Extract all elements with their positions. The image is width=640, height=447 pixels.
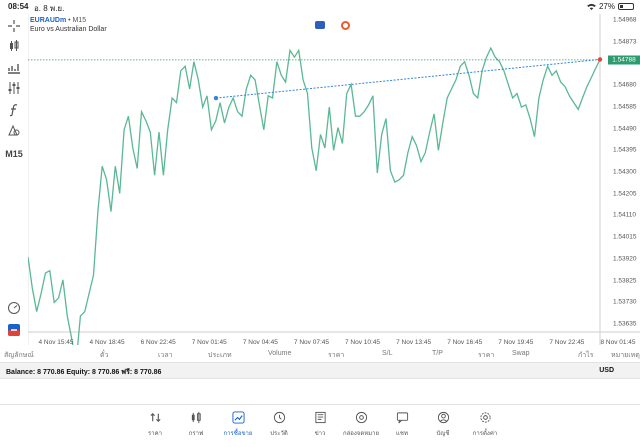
nav-item[interactable]: ข่าว bbox=[300, 409, 340, 438]
symbol-timeframe: M15 bbox=[72, 17, 87, 24]
nav-item-label: กล่องจดหมาย bbox=[342, 431, 380, 437]
trendline[interactable] bbox=[215, 58, 601, 99]
table-column-header[interactable]: Swap bbox=[512, 350, 530, 357]
nav-item[interactable]: แชท bbox=[382, 409, 422, 438]
nav-item[interactable]: ราคา bbox=[135, 409, 175, 438]
table-column-header[interactable]: ราคา bbox=[478, 352, 495, 359]
chart-toolbar: M15 bbox=[0, 14, 28, 344]
price-tick-label: 1.54300 bbox=[613, 168, 637, 176]
nav-item-label: การซื้อขาย bbox=[223, 431, 253, 437]
nav-item[interactable]: กล่องจดหมาย bbox=[341, 409, 381, 438]
nav-item[interactable]: กราฟ bbox=[176, 409, 216, 438]
battery-percent: 27% bbox=[598, 2, 615, 11]
nav-item-label: ข่าว bbox=[314, 431, 326, 437]
trade-toggle-icon[interactable] bbox=[6, 322, 22, 338]
speedometer-icon[interactable] bbox=[6, 300, 22, 316]
news-icon bbox=[314, 411, 327, 426]
symbol-legend: EURAUDm • M15 Euro vs Australian Dollar bbox=[30, 17, 107, 33]
eu-flag-icon[interactable] bbox=[315, 21, 325, 29]
price-tick-label: 1.54395 bbox=[613, 146, 637, 154]
table-column-header[interactable]: เวลา bbox=[158, 352, 173, 359]
price-tick-label: 1.54585 bbox=[613, 103, 637, 111]
price-tick-label: 1.54015 bbox=[613, 233, 637, 241]
price-tick-label: 1.54873 bbox=[613, 38, 637, 46]
price-tick-label: 1.53730 bbox=[613, 298, 637, 306]
balance-row: Balance: 8 770.86 Equity: 8 770.86 ฟรี: … bbox=[0, 363, 640, 379]
chart-icon bbox=[190, 411, 203, 426]
time-tick-label: 7 Nov 16:45 bbox=[447, 339, 483, 346]
time-tick-label: 4 Nov 18:45 bbox=[89, 339, 125, 346]
trade-table-header: สัญลักษณ์ ตั๋ว เวลา ประเภท Volume ราคา S/L T/P ร… bbox=[0, 345, 640, 363]
table-column-header[interactable]: กำไร bbox=[578, 352, 594, 359]
time-tick-label: 4 Nov 15:45 bbox=[38, 339, 74, 346]
account-currency: USD bbox=[599, 367, 614, 374]
status-date: อ. 8 พ.ย. bbox=[34, 4, 65, 13]
table-column-header[interactable]: หมายเหตุ bbox=[611, 352, 640, 359]
status-time: 08:54 bbox=[8, 2, 29, 11]
crosshair-icon[interactable] bbox=[6, 18, 22, 34]
table-column-header[interactable]: Volume bbox=[268, 350, 292, 357]
time-tick-label: 7 Nov 13:45 bbox=[396, 339, 432, 346]
table-column-header[interactable]: ประเภท bbox=[208, 352, 232, 359]
objects-icon[interactable] bbox=[6, 122, 22, 138]
history-icon bbox=[273, 411, 286, 426]
time-tick-label: 7 Nov 04:45 bbox=[242, 339, 278, 346]
price-tick-label: 1.54490 bbox=[613, 125, 637, 133]
time-tick-label: 7 Nov 19:45 bbox=[498, 339, 534, 346]
table-column-header[interactable]: S/L bbox=[382, 350, 393, 357]
settings-sliders-icon[interactable] bbox=[6, 80, 22, 96]
table-column-header[interactable]: T/P bbox=[432, 350, 443, 357]
current-price-badge: 1.54788 bbox=[608, 55, 640, 65]
time-tick-label: 7 Nov 22:45 bbox=[549, 339, 585, 346]
function-icon[interactable] bbox=[6, 102, 22, 118]
settings-icon bbox=[479, 411, 492, 426]
nav-item-label: ประวัติ bbox=[270, 431, 288, 437]
trendline-end-handle[interactable] bbox=[597, 57, 603, 62]
price-tick-label: 1.54110 bbox=[613, 211, 637, 219]
table-column-header[interactable]: ตั๋ว bbox=[100, 352, 109, 359]
nav-item-label: บัญชี bbox=[436, 431, 450, 437]
mailbox-icon bbox=[355, 411, 368, 426]
nav-item-label: แชท bbox=[396, 431, 408, 437]
nav-item-label: การตั้งค่า bbox=[472, 431, 498, 437]
chat-icon bbox=[396, 411, 409, 426]
trade-icon bbox=[231, 411, 245, 426]
price-tick-label: 1.53920 bbox=[613, 255, 637, 263]
nav-item[interactable]: การซื้อขาย bbox=[218, 409, 258, 438]
price-tick-label: 1.53825 bbox=[613, 277, 637, 285]
price-tick-label: 1.53635 bbox=[613, 320, 637, 328]
table-column-header[interactable]: สัญลักษณ์ bbox=[4, 352, 34, 359]
indicators-icon[interactable] bbox=[6, 60, 22, 76]
balance-text: Balance: 8 770.86 Equity: 8 770.86 ฟรี: … bbox=[6, 369, 162, 376]
time-tick-label: 7 Nov 07:45 bbox=[293, 339, 329, 346]
nav-item-label: กราฟ bbox=[188, 431, 204, 437]
quotes-icon bbox=[149, 411, 162, 426]
bottom-navigation: ราคา กราฟ การซื้อขาย ประวัติ ข่าว กล่องจดหมาย… bbox=[0, 404, 640, 447]
price-tick-label: 1.54205 bbox=[613, 190, 637, 198]
candlestick-icon[interactable] bbox=[6, 38, 22, 54]
nav-item[interactable]: บัญชี bbox=[423, 409, 463, 438]
nav-item[interactable]: การตั้งค่า bbox=[465, 409, 505, 438]
time-tick-label: 7 Nov 01:45 bbox=[191, 339, 227, 346]
chart-canvas[interactable] bbox=[28, 14, 640, 345]
nav-item-label: ราคา bbox=[148, 431, 162, 437]
time-tick-label: 7 Nov 10:45 bbox=[345, 339, 381, 346]
account-icon bbox=[437, 411, 450, 426]
symbol-description: Euro vs Australian Dollar bbox=[30, 26, 107, 33]
wifi-icon bbox=[587, 3, 596, 10]
table-column-header[interactable]: ราคา bbox=[328, 352, 345, 359]
price-tick-label: 1.54680 bbox=[613, 81, 637, 89]
status-bar: 08:54 อ. 8 พ.ย. 27% bbox=[0, 0, 640, 14]
quote-refresh-icon[interactable] bbox=[341, 21, 350, 30]
price-line bbox=[28, 46, 601, 345]
timeframe-label[interactable]: M15 bbox=[5, 149, 23, 159]
trendline-start-handle[interactable] bbox=[213, 95, 219, 101]
price-tick-label: 1.54968 bbox=[613, 16, 637, 24]
time-tick-label: 8 Nov 01:45 bbox=[600, 339, 636, 346]
price-chart[interactable]: EURAUDm • M15 Euro vs Australian Dollar … bbox=[28, 14, 640, 346]
symbol-name: EURAUDm bbox=[30, 17, 67, 24]
nav-item[interactable]: ประวัติ bbox=[259, 409, 299, 438]
battery-icon bbox=[618, 3, 634, 10]
time-tick-label: 6 Nov 22:45 bbox=[140, 339, 176, 346]
